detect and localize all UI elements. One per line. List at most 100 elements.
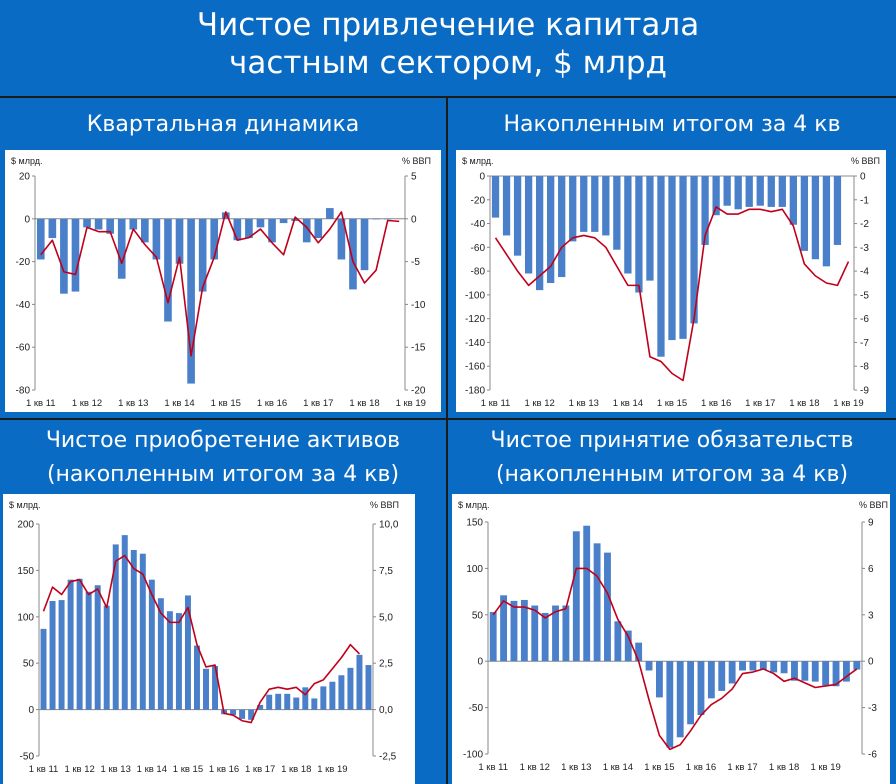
x-tick-label: 1 кв 13 bbox=[569, 398, 599, 409]
x-tick-label: 1 кв 12 bbox=[520, 762, 550, 773]
x-tick-label: 1 кв 18 bbox=[789, 398, 819, 409]
left-tick-label: 0 bbox=[477, 657, 483, 668]
bar bbox=[500, 595, 508, 662]
bar bbox=[502, 176, 511, 236]
x-tick-label: 1 кв 19 bbox=[833, 398, 863, 409]
bar bbox=[139, 553, 146, 710]
bar bbox=[800, 176, 808, 251]
bar bbox=[302, 687, 309, 710]
right-tick-label: 0 bbox=[411, 214, 417, 225]
bar bbox=[604, 552, 611, 662]
bar bbox=[646, 176, 654, 281]
left-tick-label: -100 bbox=[463, 750, 483, 761]
chart-svg: $ млрд. % ВВП 20 0 -20 -40 -60 -80 5 0 -5 -10 -15 -20… bbox=[11, 156, 431, 409]
left-tick-label: 20 bbox=[19, 172, 31, 183]
bar bbox=[76, 578, 83, 710]
bar bbox=[175, 613, 182, 710]
bar bbox=[187, 218, 195, 384]
bar bbox=[175, 218, 184, 264]
bar bbox=[360, 218, 369, 271]
bar bbox=[520, 599, 528, 662]
left-tick-label: -50 bbox=[20, 752, 35, 763]
bar bbox=[687, 661, 695, 725]
right-tick-label: 9 bbox=[868, 518, 874, 529]
bar bbox=[372, 218, 380, 220]
x-tick-label: 1 кв 12 bbox=[524, 398, 554, 409]
x-tick-label: 1 кв 19 bbox=[396, 398, 426, 409]
right-tick-label: -6 bbox=[868, 750, 877, 761]
x-tick-label: 1 кв 14 bbox=[603, 762, 633, 773]
left-tick-label: -60 bbox=[16, 343, 31, 354]
chart-quarterly: $ млрд. % ВВП 20 0 -20 -40 -60 -80 5 0 -5 -10 -15 -20… bbox=[5, 150, 441, 412]
bar bbox=[245, 218, 253, 239]
right-tick-label: -6 bbox=[860, 314, 869, 325]
left-axis-unit: $ млрд. bbox=[11, 156, 43, 166]
bar bbox=[320, 686, 327, 710]
bar bbox=[593, 543, 601, 662]
main-title: Чистое привлечение капитала частным сект… bbox=[0, 0, 896, 96]
bar bbox=[513, 176, 522, 256]
bar bbox=[293, 697, 300, 710]
bar bbox=[583, 525, 591, 662]
bar bbox=[233, 218, 242, 241]
bar bbox=[676, 661, 684, 738]
panel-title-cumulative: Накопленным итогом за 4 кв bbox=[448, 108, 896, 142]
bar bbox=[791, 661, 798, 681]
bar bbox=[613, 176, 621, 250]
right-tick-label: 10,0 bbox=[379, 520, 399, 531]
bar bbox=[356, 654, 363, 710]
bar bbox=[679, 176, 687, 339]
x-tick-label: 1 кв 11 bbox=[26, 398, 56, 409]
bar bbox=[279, 218, 288, 224]
right-tick-label: -2,5 bbox=[379, 752, 397, 763]
bar bbox=[85, 591, 92, 710]
bar bbox=[562, 605, 570, 662]
bar bbox=[591, 176, 599, 232]
bar bbox=[614, 621, 622, 662]
left-tick-label: 0 bbox=[24, 214, 30, 225]
panel-title-assets: Чистое приобретение активов (накопленным… bbox=[0, 424, 446, 492]
bar bbox=[780, 661, 788, 674]
bar bbox=[707, 661, 715, 699]
bar bbox=[58, 600, 65, 710]
left-tick-label: 200 bbox=[17, 520, 34, 531]
bar bbox=[184, 595, 191, 710]
separator bbox=[0, 96, 896, 98]
chart-svg: $ млрд. % ВВП 200 150 100 50 0 -50 10,0 7,5 5,0 2,5… bbox=[9, 500, 399, 775]
panel-title-quarterly: Квартальная динамика bbox=[0, 108, 446, 142]
left-tick-label: 100 bbox=[17, 612, 34, 623]
panel-title-line: Чистое принятие обязательств bbox=[490, 428, 854, 453]
x-tick-label: 1 кв 14 bbox=[613, 398, 643, 409]
left-tick-label: 0 bbox=[28, 705, 34, 716]
bar bbox=[347, 667, 354, 710]
left-tick-label: 50 bbox=[472, 610, 484, 621]
panel-title-line: Квартальная динамика bbox=[86, 112, 360, 137]
bar bbox=[541, 612, 549, 662]
bar bbox=[657, 176, 665, 357]
bar bbox=[712, 176, 720, 216]
bar bbox=[193, 645, 200, 710]
left-tick-label: 50 bbox=[23, 659, 35, 670]
bar bbox=[349, 218, 357, 290]
bar bbox=[558, 176, 566, 278]
right-tick-label: -7 bbox=[860, 338, 869, 349]
bar bbox=[337, 218, 346, 260]
bar bbox=[106, 218, 114, 234]
panel-title-line: Накопленным итогом за 4 кв bbox=[503, 112, 841, 137]
bar bbox=[832, 661, 840, 687]
bar bbox=[510, 600, 518, 662]
bar bbox=[329, 681, 336, 710]
right-tick-label: 6 bbox=[868, 564, 874, 575]
bar bbox=[624, 630, 632, 662]
bar bbox=[71, 218, 80, 292]
x-tick-label: 1 кв 17 bbox=[727, 762, 757, 773]
x-tick-label: 1 кв 15 bbox=[173, 764, 203, 775]
left-tick-label: -160 bbox=[465, 362, 485, 373]
left-tick-label: -80 bbox=[471, 267, 486, 278]
bar bbox=[822, 661, 830, 686]
bar bbox=[756, 176, 764, 206]
bar bbox=[256, 218, 265, 228]
bar bbox=[833, 176, 842, 245]
bar bbox=[166, 611, 173, 710]
x-tick-label: 1 кв 13 bbox=[118, 398, 148, 409]
